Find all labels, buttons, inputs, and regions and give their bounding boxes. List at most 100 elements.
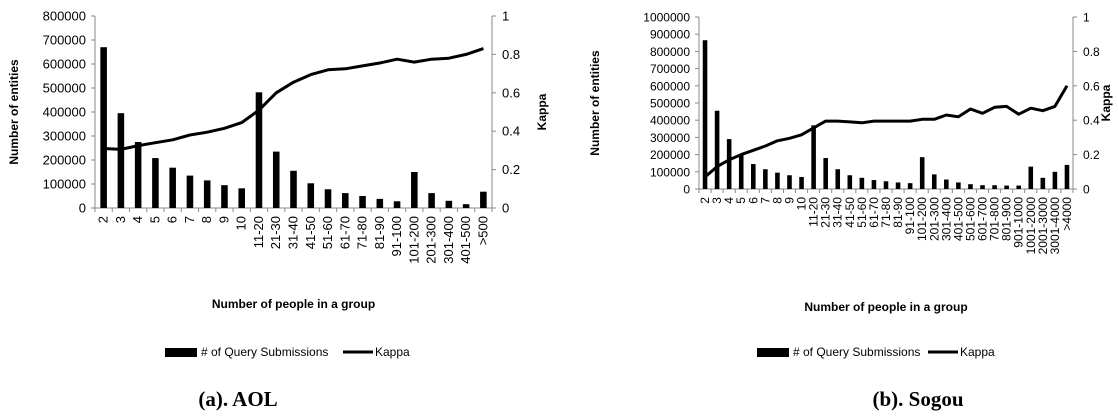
bar bbox=[1052, 171, 1058, 189]
x-tick-label: 31-40 bbox=[286, 216, 301, 249]
x-tick-label: 10 bbox=[234, 216, 249, 230]
y2-axis-label: Kappa bbox=[1099, 84, 1113, 121]
x-tick-label: >500 bbox=[475, 216, 490, 245]
bar bbox=[186, 175, 194, 208]
bar bbox=[411, 172, 418, 208]
kappa-line bbox=[704, 85, 1069, 179]
x-tick-label: 11-20 bbox=[251, 216, 266, 248]
x-tick-label: 2 bbox=[698, 197, 712, 204]
bar bbox=[919, 157, 925, 189]
y2-tick-label: 1 bbox=[1083, 11, 1090, 25]
x-tick-label: 3001-4000 bbox=[1048, 197, 1062, 255]
legend: # of Query Submissions Kappa bbox=[165, 345, 410, 359]
y2-tick-label: 1 bbox=[502, 9, 509, 24]
bar bbox=[376, 198, 384, 208]
bar bbox=[907, 183, 913, 189]
bar bbox=[847, 175, 853, 189]
x-axis-label: Number of people in a group bbox=[212, 297, 375, 311]
x-tick-label: 2 bbox=[96, 216, 111, 223]
x-tick-label: 101-200 bbox=[915, 197, 929, 241]
x-tick-label: 401-500 bbox=[951, 197, 965, 241]
y2-tick-label: 0.2 bbox=[502, 162, 520, 177]
y-tick-label: 400000 bbox=[43, 105, 86, 120]
x-tick-label: 3 bbox=[710, 197, 724, 204]
legend-bar-swatch bbox=[165, 348, 197, 357]
y-axis-label: Number of entities bbox=[588, 50, 602, 156]
y-tick-label: 100000 bbox=[43, 177, 86, 192]
x-axis-label: Number of people in a group bbox=[804, 300, 967, 314]
bar bbox=[1028, 166, 1034, 189]
kappa-line bbox=[103, 47, 484, 151]
bar bbox=[750, 164, 756, 189]
x-tick-label: 51-60 bbox=[855, 197, 869, 228]
x-tick-label: 31-40 bbox=[831, 197, 845, 228]
y-tick-label: 1000000 bbox=[643, 11, 690, 25]
bar bbox=[1040, 177, 1046, 189]
bar bbox=[944, 179, 949, 189]
legend-bar-label: # of Query Submissions bbox=[793, 345, 920, 359]
bar bbox=[823, 158, 828, 189]
bar bbox=[393, 201, 401, 208]
x-tick-label: 201-300 bbox=[927, 197, 941, 241]
x-tick-label: 101-200 bbox=[406, 216, 421, 264]
y-tick-label: 800000 bbox=[43, 9, 86, 24]
y2-tick-label: 0.8 bbox=[1083, 45, 1100, 59]
x-tick-label: 81-90 bbox=[372, 216, 387, 249]
x-tick-label: 51-60 bbox=[320, 216, 335, 249]
bar bbox=[931, 174, 937, 189]
y-tick-label: 700000 bbox=[43, 33, 86, 48]
y2-tick-label: 0.6 bbox=[1083, 79, 1100, 93]
x-tick-label: 7 bbox=[758, 197, 772, 204]
bar bbox=[726, 139, 732, 189]
x-tick-label: 41-50 bbox=[843, 197, 857, 228]
y2-tick-label: 0.4 bbox=[502, 124, 520, 139]
figure-caption: (a). AOL bbox=[198, 387, 277, 411]
x-tick-label: 1001-2000 bbox=[1024, 197, 1038, 255]
x-tick-label: 71-80 bbox=[355, 216, 370, 249]
y2-tick-label: 0.2 bbox=[1083, 148, 1100, 162]
y-tick-label: 0 bbox=[683, 183, 690, 197]
x-tick-label: 71-80 bbox=[879, 197, 893, 228]
x-tick-label: 4 bbox=[130, 216, 145, 223]
y-tick-label: 100000 bbox=[650, 165, 690, 179]
bar bbox=[775, 172, 780, 189]
x-tick-label: 91-100 bbox=[389, 216, 404, 256]
y-tick-label: 200000 bbox=[43, 153, 86, 168]
y2-tick-label: 0.8 bbox=[502, 47, 520, 62]
bar bbox=[799, 176, 804, 189]
x-tick-label: 21-30 bbox=[819, 197, 833, 228]
bar bbox=[787, 175, 792, 189]
figure-caption: (b). Sogou bbox=[872, 387, 963, 411]
bar bbox=[980, 185, 985, 189]
bar bbox=[992, 185, 997, 189]
x-tick-label: 21-30 bbox=[268, 216, 283, 249]
x-tick-label: 81-90 bbox=[891, 197, 905, 228]
bar bbox=[290, 170, 297, 208]
x-tick-label: 8 bbox=[770, 197, 784, 204]
x-tick-label: 9 bbox=[782, 197, 796, 204]
bar bbox=[445, 200, 453, 208]
bar bbox=[238, 188, 245, 208]
x-tick-label: 501-600 bbox=[963, 197, 977, 241]
bar bbox=[714, 110, 720, 189]
bar bbox=[462, 204, 470, 208]
x-tick-label: 301-400 bbox=[939, 197, 953, 241]
y2-tick-label: 0 bbox=[502, 201, 509, 216]
bar bbox=[342, 193, 349, 208]
bar bbox=[221, 185, 228, 208]
bar bbox=[272, 151, 280, 208]
x-tick-label: 201-300 bbox=[424, 216, 439, 264]
y2-tick-label: 0 bbox=[1083, 183, 1090, 197]
bar bbox=[324, 189, 332, 208]
x-tick-label: 41-50 bbox=[303, 216, 318, 249]
legend-bar-swatch bbox=[757, 348, 789, 357]
bar bbox=[702, 40, 708, 189]
bar bbox=[152, 158, 159, 208]
bar bbox=[738, 155, 744, 189]
x-tick-label: 601-700 bbox=[976, 197, 990, 241]
y-tick-label: 300000 bbox=[650, 131, 690, 145]
x-tick-label: 61-70 bbox=[337, 216, 352, 249]
y-tick-label: 0 bbox=[79, 201, 86, 216]
legend: # of Query Submissions Kappa bbox=[757, 345, 995, 359]
